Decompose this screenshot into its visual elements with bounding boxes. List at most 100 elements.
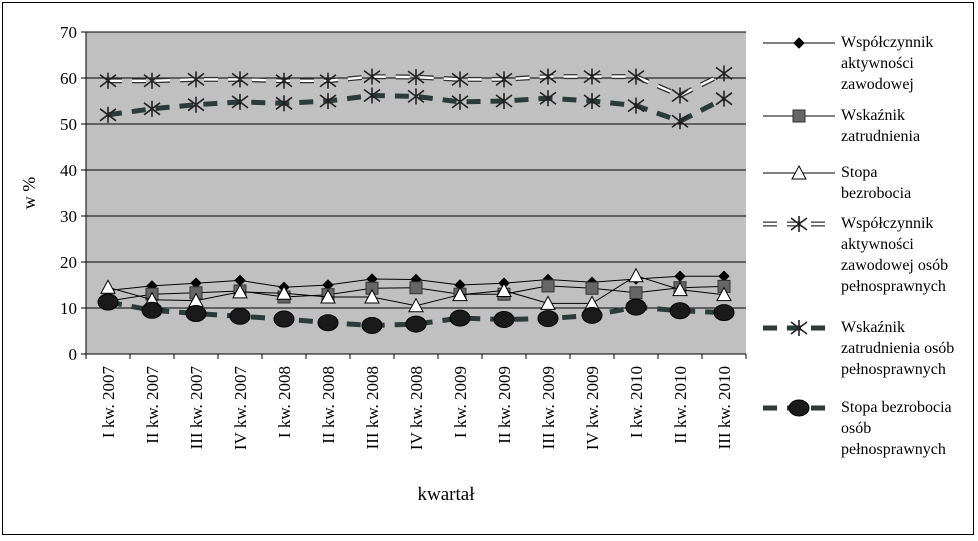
legend-entry-6: Stopa bezrobocia osób pełnosprawnych [763,399,952,458]
data-point [539,90,557,107]
legend-label: bezrobocia [841,185,911,202]
data-point [669,302,691,320]
x-tick-label: I kw. 2010 [627,366,646,438]
line-chart: 0 10 20 30 40 50 60 70 I kw. 2007 II kw. 2007 III… [19,23,954,505]
x-tick-label: IV kw. 2007 [231,366,250,451]
chart-frame: 0 10 20 30 40 50 60 70 I kw. 2007 II kw. 2007 III… [2,2,974,535]
data-point [317,314,339,332]
data-point [364,288,380,304]
x-axis: I kw. 2007 II kw. 2007 III kw. 2007 IV kw. … [85,353,747,451]
data-point [319,93,337,109]
x-axis-label: kwartał [418,484,476,505]
legend-label: osób [841,420,871,437]
data-point [143,72,161,89]
data-point [408,297,424,313]
data-point [713,304,735,322]
data-point [363,87,381,104]
series-line [108,71,726,99]
x-tick-label: II kw. 2009 [495,366,514,444]
legend-marker [791,164,807,180]
data-point [361,316,383,334]
data-point [625,298,647,316]
legend-label: zatrudnienia osób [841,340,954,357]
y-tick-label: 20 [60,253,77,272]
data-point [715,65,733,82]
data-point [716,286,732,302]
legend-entry-5: Wskaźnik zatrudnienia osób pełnosprawnych [763,319,954,378]
legend-label: pełnosprawnych [841,361,946,378]
data-point [185,305,207,323]
y-axis: 0 10 20 30 40 50 60 70 [60,23,87,364]
data-point [407,69,425,86]
legend-entry-2: Wskaźnik zatrudnienia [763,107,920,145]
x-tick-label: III kw. 2010 [715,366,734,449]
data-point [143,100,161,117]
data-point [231,71,249,88]
data-point [715,90,733,107]
data-point [585,281,599,295]
legend-label: pełnosprawnych [841,278,946,295]
legend-label: Wskaźnik [841,107,905,124]
legend-label: Stopa bezrobocia [841,399,952,416]
legend-label: zatrudnienia [841,128,920,145]
y-tick-label: 40 [60,161,77,180]
series-line [107,299,725,329]
data-point [495,71,513,88]
data-point [99,106,117,123]
data-point [539,68,557,85]
data-point [495,93,513,109]
data-point [540,295,556,310]
legend-entry-4: Współczynnik aktywności zawodowej osób pełn… [763,215,948,295]
series-layer [97,65,735,334]
data-point [97,293,119,311]
y-tick-label: 10 [60,299,77,318]
data-point [671,113,689,130]
data-point [99,72,117,89]
legend-marker [788,399,810,417]
data-point [141,301,163,319]
x-tick-label: II kw. 2008 [319,366,338,444]
x-tick-label: III kw. 2007 [187,366,206,450]
data-point [232,283,248,299]
series-line [107,92,726,124]
data-point [627,68,645,85]
data-point [672,281,688,297]
legend-entry-1: Współczynnik aktywności zawodowej [763,34,933,93]
legend-entry-3: Stopa bezrobocia [763,164,911,202]
x-tick-label: I kw. 2007 [99,366,118,439]
data-point [671,87,689,104]
legend-label: zawodowej osób [841,257,948,274]
legend-label: Wskaźnik [841,319,905,336]
y-tick-label: 60 [60,69,77,88]
x-tick-label: II kw. 2007 [143,366,162,444]
legend-marker [790,216,808,232]
data-point [451,71,469,88]
legend-label: Współczynnik [841,34,933,51]
x-tick-label: I kw. 2008 [275,366,294,438]
legend-label: zawodowej [841,76,914,93]
x-tick-label: I kw. 2009 [451,366,470,438]
data-point [276,285,292,300]
legend-label: aktywności [841,236,914,253]
series-4 [99,65,733,104]
x-tick-label: III kw. 2009 [539,366,558,449]
data-point [537,310,559,328]
data-point [320,288,336,304]
data-point [319,72,337,89]
data-point [496,282,512,298]
data-point [583,93,601,109]
legend-label: pełnosprawnych [841,441,946,458]
data-point [451,93,469,110]
data-point [629,286,643,300]
data-point [581,306,603,324]
data-point [449,309,471,327]
x-tick-label: II kw. 2010 [671,366,690,444]
legend-label: Stopa [841,164,877,181]
y-tick-label: 70 [60,23,77,42]
data-point [628,267,644,283]
data-point [409,281,423,295]
data-point [187,96,205,113]
legend-marker [792,109,806,123]
data-point [273,310,295,328]
data-point [275,95,293,112]
